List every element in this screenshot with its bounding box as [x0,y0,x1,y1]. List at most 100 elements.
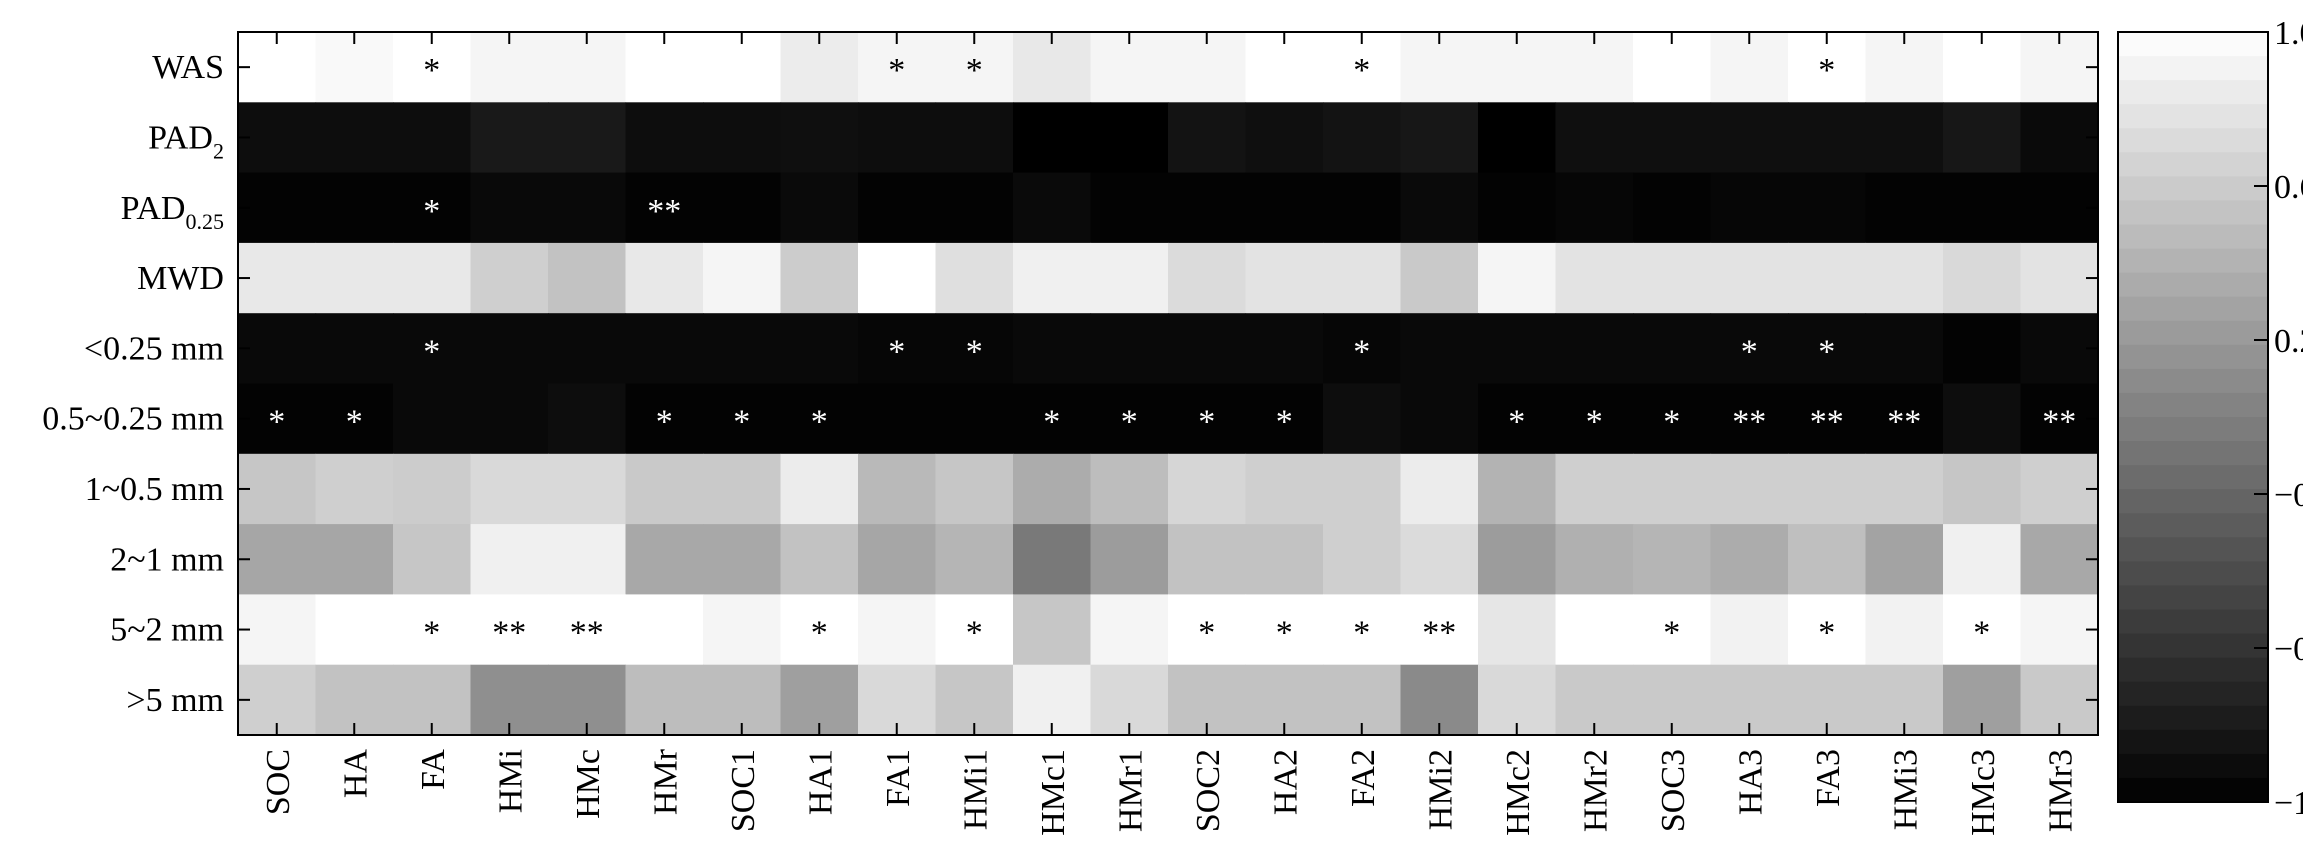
y-tick-label: MWD [137,260,224,297]
significance-marker: * [1276,404,1293,441]
heatmap-cell [935,383,1014,455]
significance-marker: * [1043,404,1060,441]
colorbar-step [2118,368,2268,394]
heatmap-cell [1323,594,1402,666]
heatmap-cell [1633,524,1712,595]
heatmap-cell [780,313,859,385]
heatmap-cell [1478,172,1557,244]
heatmap-cell [703,383,782,455]
significance-marker: * [733,404,750,441]
heatmap-cell [703,102,782,174]
significance-marker: * [1121,404,1138,441]
heatmap-cell [1168,242,1247,314]
colorbar-step [2118,296,2268,322]
heatmap-cell [1090,453,1169,525]
heatmap-cell [1788,172,1867,244]
heatmap-cell [1168,102,1247,174]
colorbar-step [2118,609,2268,635]
heatmap-cell [548,453,627,525]
heatmap-cell [1168,524,1247,595]
heatmap-cell [1323,453,1402,525]
heatmap-cell [548,102,627,174]
heatmap-cell [548,313,627,385]
colorbar-step [2118,176,2268,202]
heatmap-cell [1245,172,1324,244]
heatmap-cell [315,172,394,244]
heatmap-cell [238,524,317,595]
colorbar-step [2118,104,2268,129]
heatmap-cell [935,242,1014,314]
heatmap-cell [1865,102,1944,174]
heatmap-cell [238,383,317,455]
heatmap-cell [1245,242,1324,314]
significance-marker: * [423,333,440,370]
colorbar-step [2118,320,2268,346]
heatmap-cell [315,524,394,595]
heatmap-cell [1943,102,2022,174]
significance-marker: * [966,333,983,370]
heatmap-cell [703,242,782,314]
y-axis-ticks [238,66,2098,701]
heatmap-cell [1710,453,1789,525]
heatmap-cell [2020,524,2099,595]
heatmap-cell [1633,102,1712,174]
heatmap-cell [1090,172,1169,244]
significance-marker: * [1353,333,1370,370]
heatmap-cell [625,313,704,385]
heatmap-cell [393,594,472,666]
heatmap-cell [703,453,782,525]
heatmap-cell [1013,313,1092,385]
heatmap-cell [858,242,937,314]
heatmap-cell [780,524,859,595]
heatmap-cell [1090,594,1169,666]
heatmap-cell [1555,594,1634,666]
heatmap-cell [238,313,317,385]
y-tick-label: 0.5~0.25 mm [42,401,224,438]
heatmap-cell [1013,524,1092,595]
heatmap-cell [1943,524,2022,595]
colorbar-tick-label: 0.2 [2274,323,2303,360]
heatmap-cell [315,383,394,455]
significance-marker: ** [492,615,526,652]
heatmap-cell [1400,242,1479,314]
heatmap-cell [1323,524,1402,595]
heatmap-cell [1788,383,1867,455]
heatmap-cell [935,313,1014,385]
colorbar-step [2118,465,2268,490]
significance-marker: * [1663,404,1680,441]
colorbar-step [2118,777,2268,803]
significance-marker: * [1818,615,1835,652]
heatmap-cell [1710,102,1789,174]
heatmap-cell [1865,594,1944,666]
heatmap-cell [1633,313,1712,385]
y-tick-label: >5 mm [126,682,224,719]
significance-markers: * * * * ** *** * * * * ** * * * * * * * * * * * ** ** ** *** ** ** *… [268,52,2076,651]
colorbar-step [2118,224,2268,250]
heatmap-cell [238,172,317,244]
x-tick-label: HA [337,749,374,799]
heatmap-cell [1555,453,1634,525]
heatmap-cell [780,102,859,174]
colorbar-step [2118,56,2268,81]
heatmap-cell [470,172,549,244]
heatmap-cell [625,172,704,244]
x-tick-label: HMc [570,749,607,819]
heatmap-cell [548,594,627,666]
significance-marker: ** [1810,404,1844,441]
heatmap-cell [470,383,549,455]
heatmap-cell [780,242,859,314]
significance-marker: * [1353,615,1370,652]
heatmap-cell [858,524,937,595]
heatmap-cell [2020,172,2099,244]
heatmap-cell [470,594,549,666]
significance-marker: ** [570,615,604,652]
significance-marker: ** [2042,404,2076,441]
heatmap-cell [703,524,782,595]
heatmap-cell [2020,313,2099,385]
heatmap-cell [1323,172,1402,244]
heatmap-cell [548,172,627,244]
heatmap-cell [1400,172,1479,244]
x-tick-label: HMi3 [1887,749,1924,830]
colorbar-step [2118,633,2268,659]
significance-marker: * [811,404,828,441]
